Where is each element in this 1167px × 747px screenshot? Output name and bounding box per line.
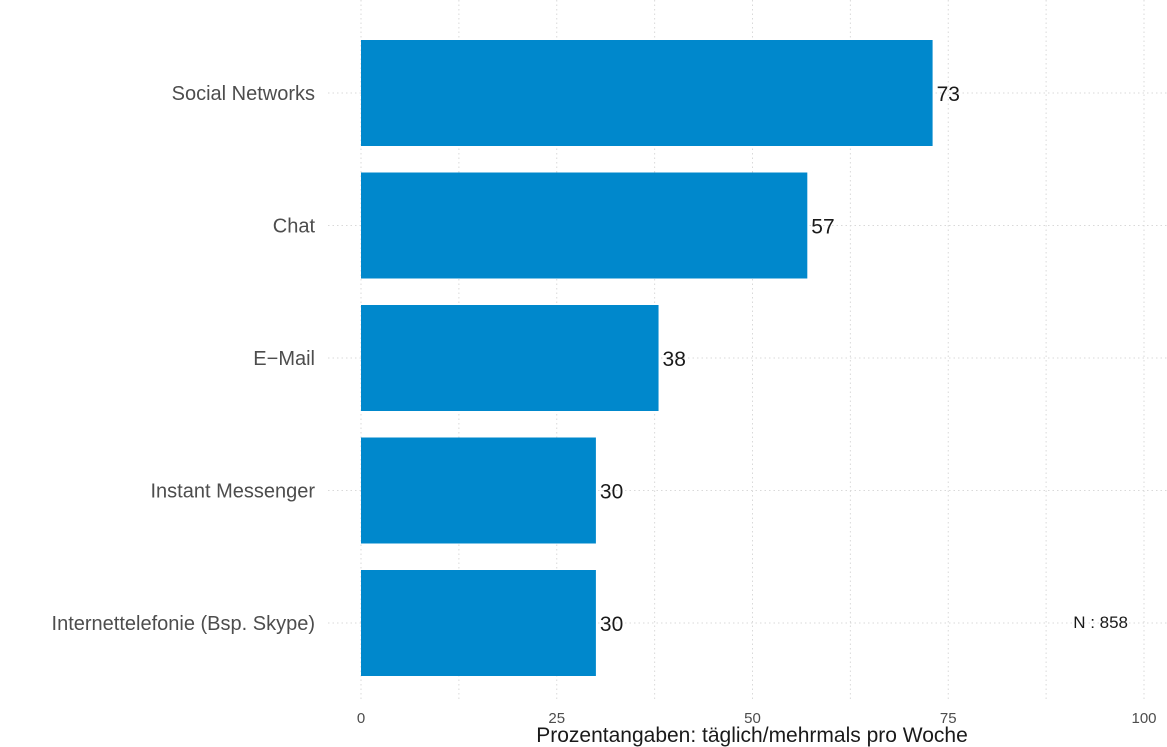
bar bbox=[361, 570, 596, 676]
bar bbox=[361, 172, 808, 279]
category-label: Internettelefonie (Bsp. Skype) bbox=[52, 613, 315, 635]
bar bbox=[361, 437, 596, 544]
bars bbox=[361, 40, 933, 676]
x-tick-label: 50 bbox=[744, 710, 761, 727]
category-label: E−Mail bbox=[253, 348, 315, 370]
x-tick-label: 25 bbox=[548, 710, 565, 727]
x-tick-label: 100 bbox=[1131, 710, 1156, 727]
value-label: 73 bbox=[937, 83, 960, 106]
bar bbox=[361, 40, 933, 146]
x-tick-labels: 0 25 50 75 100 bbox=[357, 710, 1157, 727]
value-label: 30 bbox=[600, 613, 623, 636]
sample-size-note: N : 858 bbox=[1073, 613, 1128, 632]
value-label: 38 bbox=[663, 348, 686, 371]
x-axis-title: Prozentangaben: täglich/mehrmals pro Woc… bbox=[536, 724, 968, 747]
x-tick-label: 0 bbox=[357, 710, 365, 727]
category-label: Social Networks bbox=[172, 83, 315, 105]
category-label: Instant Messenger bbox=[150, 481, 315, 503]
value-label: 30 bbox=[600, 481, 623, 504]
x-tick-label: 75 bbox=[940, 710, 957, 727]
value-labels: 73 57 38 30 30 bbox=[600, 83, 960, 636]
bar bbox=[361, 305, 659, 411]
value-label: 57 bbox=[811, 216, 834, 239]
category-label: Chat bbox=[273, 216, 316, 238]
category-labels: Social Networks Chat E−Mail Instant Messeng… bbox=[52, 83, 316, 635]
